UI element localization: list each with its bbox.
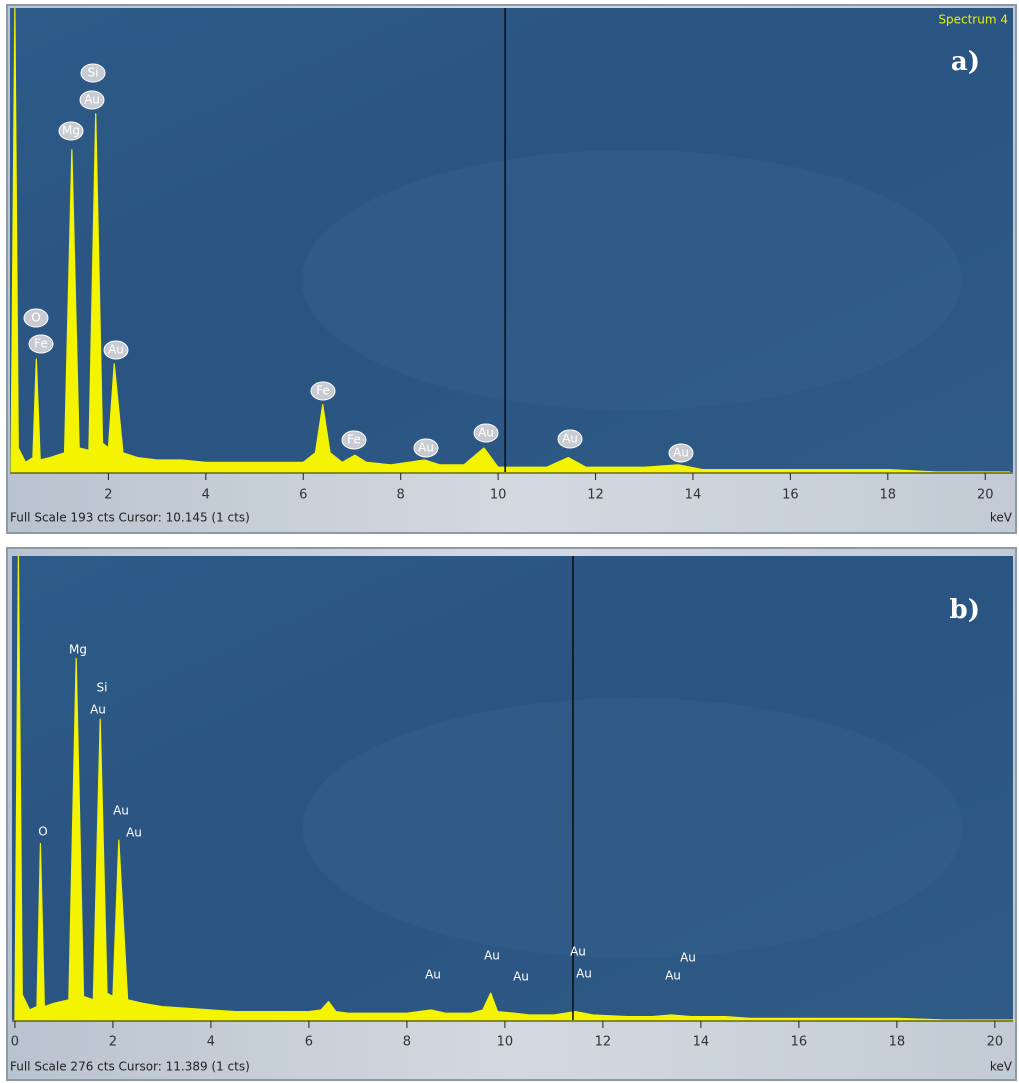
- peak-label: Au: [90, 703, 106, 717]
- x-tick-label: 8: [403, 1035, 411, 1050]
- x-tick-label: 2: [104, 488, 112, 503]
- x-axis-label: keV: [990, 1060, 1013, 1074]
- panel-label: b): [950, 595, 980, 625]
- x-tick-label: 6: [305, 1035, 313, 1050]
- peak-label: Fe: [34, 337, 48, 351]
- peak-label: Au: [576, 967, 592, 981]
- peak-label: Au: [484, 949, 500, 963]
- peak-label: Au: [665, 969, 681, 983]
- footer: Full Scale 276 cts Cursor: 11.389 (1 cts…: [10, 1060, 250, 1074]
- peak-label: O: [38, 825, 47, 839]
- x-tick-label: 4: [207, 1035, 215, 1050]
- figure: 2468101214161820Full Scale 193 cts Curso…: [0, 0, 1019, 1083]
- background-shade: [302, 150, 962, 410]
- x-tick-label: 20: [987, 1035, 1004, 1050]
- peak-label: Au: [108, 343, 124, 357]
- panel-label: a): [951, 47, 980, 77]
- peak-label: Au: [113, 804, 129, 818]
- x-tick-label: 6: [299, 488, 307, 503]
- peak-label: Au: [680, 951, 696, 965]
- peak-label: Au: [478, 426, 494, 440]
- x-tick-label: 12: [587, 488, 604, 503]
- peak-label: Au: [513, 970, 529, 984]
- x-tick-label: 0: [11, 1035, 19, 1050]
- background-shade: [303, 698, 963, 958]
- peak-label: Fe: [347, 433, 361, 447]
- x-tick-label: 4: [202, 488, 210, 503]
- x-tick-label: 10: [490, 488, 507, 503]
- peak-label: Si: [97, 681, 108, 695]
- peak-label: Au: [84, 93, 100, 107]
- x-tick-label: 18: [880, 488, 897, 503]
- x-tick-label: 16: [782, 488, 799, 503]
- footer: Full Scale 193 cts Cursor: 10.145 (1 cts…: [10, 511, 250, 525]
- x-tick-label: 2: [109, 1035, 117, 1050]
- x-tick-label: 8: [397, 488, 405, 503]
- x-axis-label: keV: [990, 511, 1013, 525]
- peak-label: Au: [126, 826, 142, 840]
- x-tick-label: 18: [889, 1035, 906, 1050]
- x-tick-label: 16: [791, 1035, 808, 1050]
- x-tick-label: 14: [693, 1035, 710, 1050]
- x-tick-label: 12: [595, 1035, 612, 1050]
- x-tick-label: 10: [497, 1035, 514, 1050]
- peak-label: Mg: [62, 124, 80, 138]
- peak-label: Au: [570, 945, 586, 959]
- peak-label: Fe: [316, 384, 330, 398]
- peak-label: Au: [562, 432, 578, 446]
- peak-label: Mg: [69, 643, 87, 657]
- x-tick-label: 14: [685, 488, 702, 503]
- peak-label: O: [31, 311, 40, 325]
- peak-label: Au: [418, 441, 434, 455]
- peak-label: Au: [673, 446, 689, 460]
- peak-label: Au: [425, 968, 441, 982]
- peak-label: Si: [88, 66, 99, 80]
- spectrum-label: Spectrum 4: [938, 13, 1008, 27]
- page: {"chart_data": [ {"type": "area", "panel…: [0, 0, 1019, 1083]
- x-tick-label: 20: [977, 488, 994, 503]
